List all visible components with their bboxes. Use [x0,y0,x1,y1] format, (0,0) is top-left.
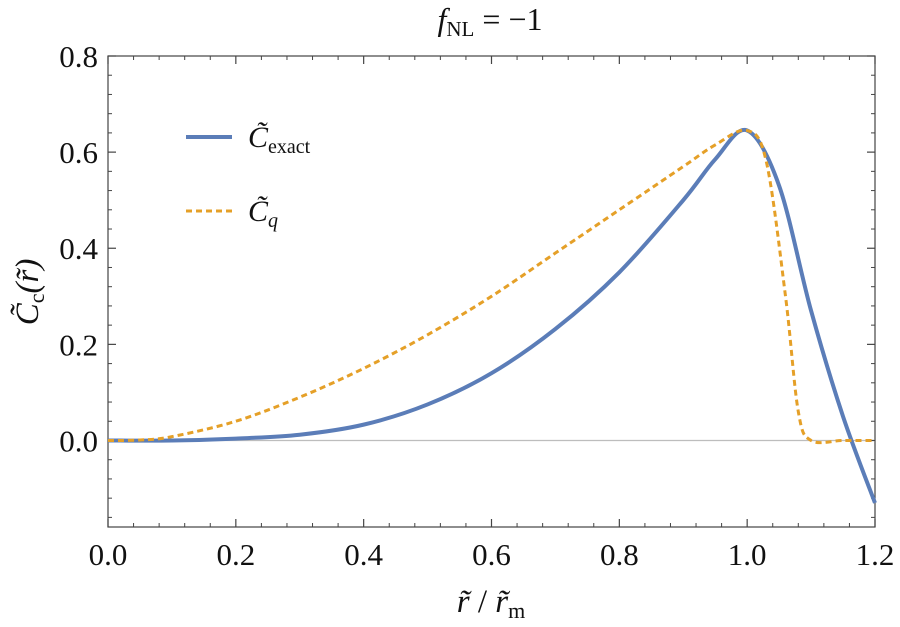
y-tick-label-4: 0.8 [59,39,98,74]
legend-label-exact: C̃exact [248,121,311,158]
plot-frame [107,55,876,528]
chart-title: fNL = −1 [438,1,543,41]
y-tick-label-0: 0.0 [59,423,98,458]
x-tick-label-0: 0.0 [89,537,128,572]
legend: C̃exact C̃q [186,121,311,232]
legend-label-q: C̃q [248,195,278,232]
x-tick-label-6: 1.2 [856,537,895,572]
series-line-q [107,128,875,445]
x-tick-label-4: 0.8 [600,537,639,572]
x-tick-label-5: 1.0 [728,537,767,572]
series-line-exact [107,128,877,504]
y-tick-label-1: 0.2 [59,327,98,362]
x-tick-label-2: 0.4 [344,537,383,572]
y-axis-label: C̃c(r̃) [8,259,49,326]
y-tick-label-3: 0.6 [59,135,98,170]
x-tick-label-1: 0.2 [216,537,255,572]
axis-ticks: 0.0 0.2 0.4 0.6 0.8 1.0 1.2 0.0 0.2 0.4 0.6 0.8 [59,39,894,572]
x-axis-label: r̃ / r̃m [457,584,525,623]
x-tick-label-3: 0.6 [472,537,511,572]
series-layer [107,128,877,504]
y-tick-label-2: 0.4 [59,231,98,266]
